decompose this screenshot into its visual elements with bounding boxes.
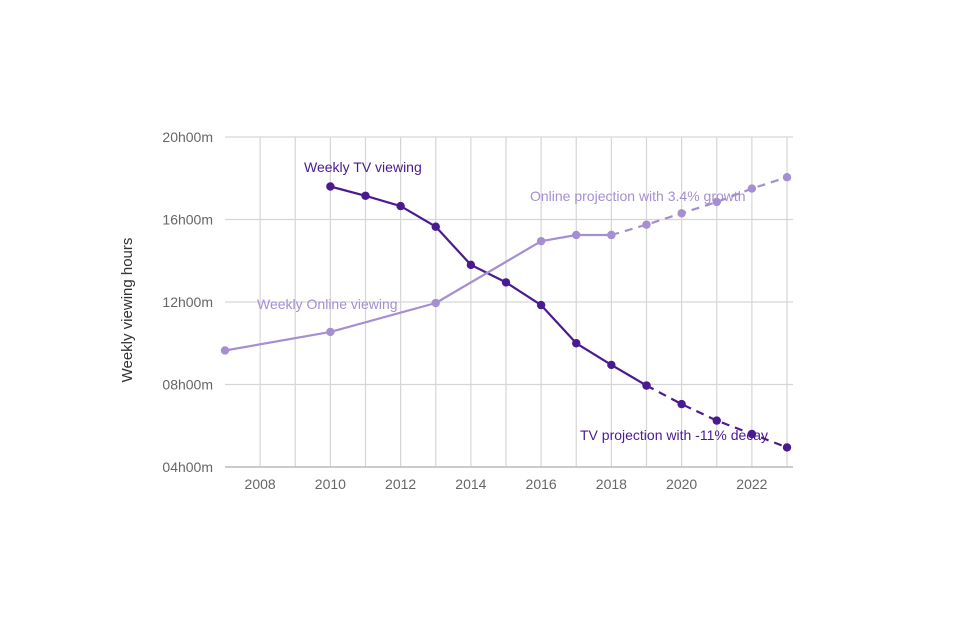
axes: 04h00m 08h00m 12h00m 16h00m 20h00m 2008 2010 20…	[162, 129, 793, 492]
data-point-tv-projection-with-11-decay	[782, 443, 792, 452]
data-points	[220, 173, 792, 452]
data-point-weekly-online-viewing	[536, 236, 546, 246]
data-point-weekly-tv-viewing	[501, 278, 511, 287]
data-point-weekly-online-viewing	[572, 230, 581, 240]
y-tick-label: 16h00m	[162, 212, 213, 228]
data-point-weekly-tv-viewing	[572, 339, 581, 348]
data-point-online-projection-with-3-4-growth	[747, 184, 757, 193]
series-line-weekly-tv-viewing	[330, 185, 648, 387]
annotation-tv-projection: TV projection with -11% decay	[580, 427, 768, 443]
x-tick-label: 2008	[245, 476, 276, 492]
data-point-weekly-online-viewing	[220, 346, 230, 355]
y-tick-label: 04h00m	[162, 459, 213, 475]
data-point-tv-projection-with-11-decay	[677, 399, 686, 409]
data-point-online-projection-with-3-4-growth	[677, 209, 686, 218]
data-point-online-projection-with-3-4-growth	[642, 220, 651, 229]
x-tick-label: 2022	[736, 476, 767, 492]
x-tick-label: 2010	[315, 476, 346, 492]
data-point-tv-projection-with-11-decay	[712, 416, 721, 425]
x-tick-label: 2020	[666, 476, 697, 492]
annotation-weekly-online-viewing: Weekly Online viewing	[257, 296, 398, 312]
data-point-online-projection-with-3-4-growth	[782, 173, 792, 182]
series-lines	[224, 176, 788, 449]
data-point-weekly-tv-viewing	[396, 201, 405, 211]
series-line-online-projection-with-3-4-growth	[611, 176, 788, 237]
data-point-weekly-tv-viewing	[326, 182, 335, 191]
annotation-online-projection: Online projection with 3.4% growth	[530, 188, 746, 204]
y-tick-label: 20h00m	[162, 129, 213, 145]
x-tick-label: 2012	[385, 476, 416, 492]
data-point-weekly-tv-viewing	[607, 360, 616, 370]
x-tick-label: 2014	[455, 476, 486, 492]
data-point-weekly-online-viewing	[431, 298, 440, 308]
y-axis-label: Weekly viewing hours	[119, 238, 136, 383]
y-tick-label: 08h00m	[162, 377, 213, 393]
data-point-online-projection-with-3-4-growth	[607, 230, 616, 240]
data-point-tv-projection-with-11-decay	[642, 381, 651, 390]
annotation-weekly-tv-viewing: Weekly TV viewing	[304, 159, 422, 175]
data-point-weekly-tv-viewing	[361, 191, 370, 200]
x-tick-label: 2016	[526, 476, 557, 492]
data-point-weekly-tv-viewing	[466, 260, 476, 270]
data-point-weekly-tv-viewing	[431, 222, 440, 231]
series-line-weekly-online-viewing	[224, 233, 612, 352]
series-line-tv-projection-with-11-decay	[645, 384, 788, 449]
y-tick-label: 12h00m	[162, 294, 213, 310]
data-point-tv-projection-with-11-decay	[747, 429, 757, 439]
x-tick-label: 2018	[596, 476, 627, 492]
data-point-weekly-online-viewing	[326, 327, 335, 337]
data-point-online-projection-with-3-4-growth	[712, 197, 721, 207]
data-point-weekly-tv-viewing	[536, 300, 546, 310]
